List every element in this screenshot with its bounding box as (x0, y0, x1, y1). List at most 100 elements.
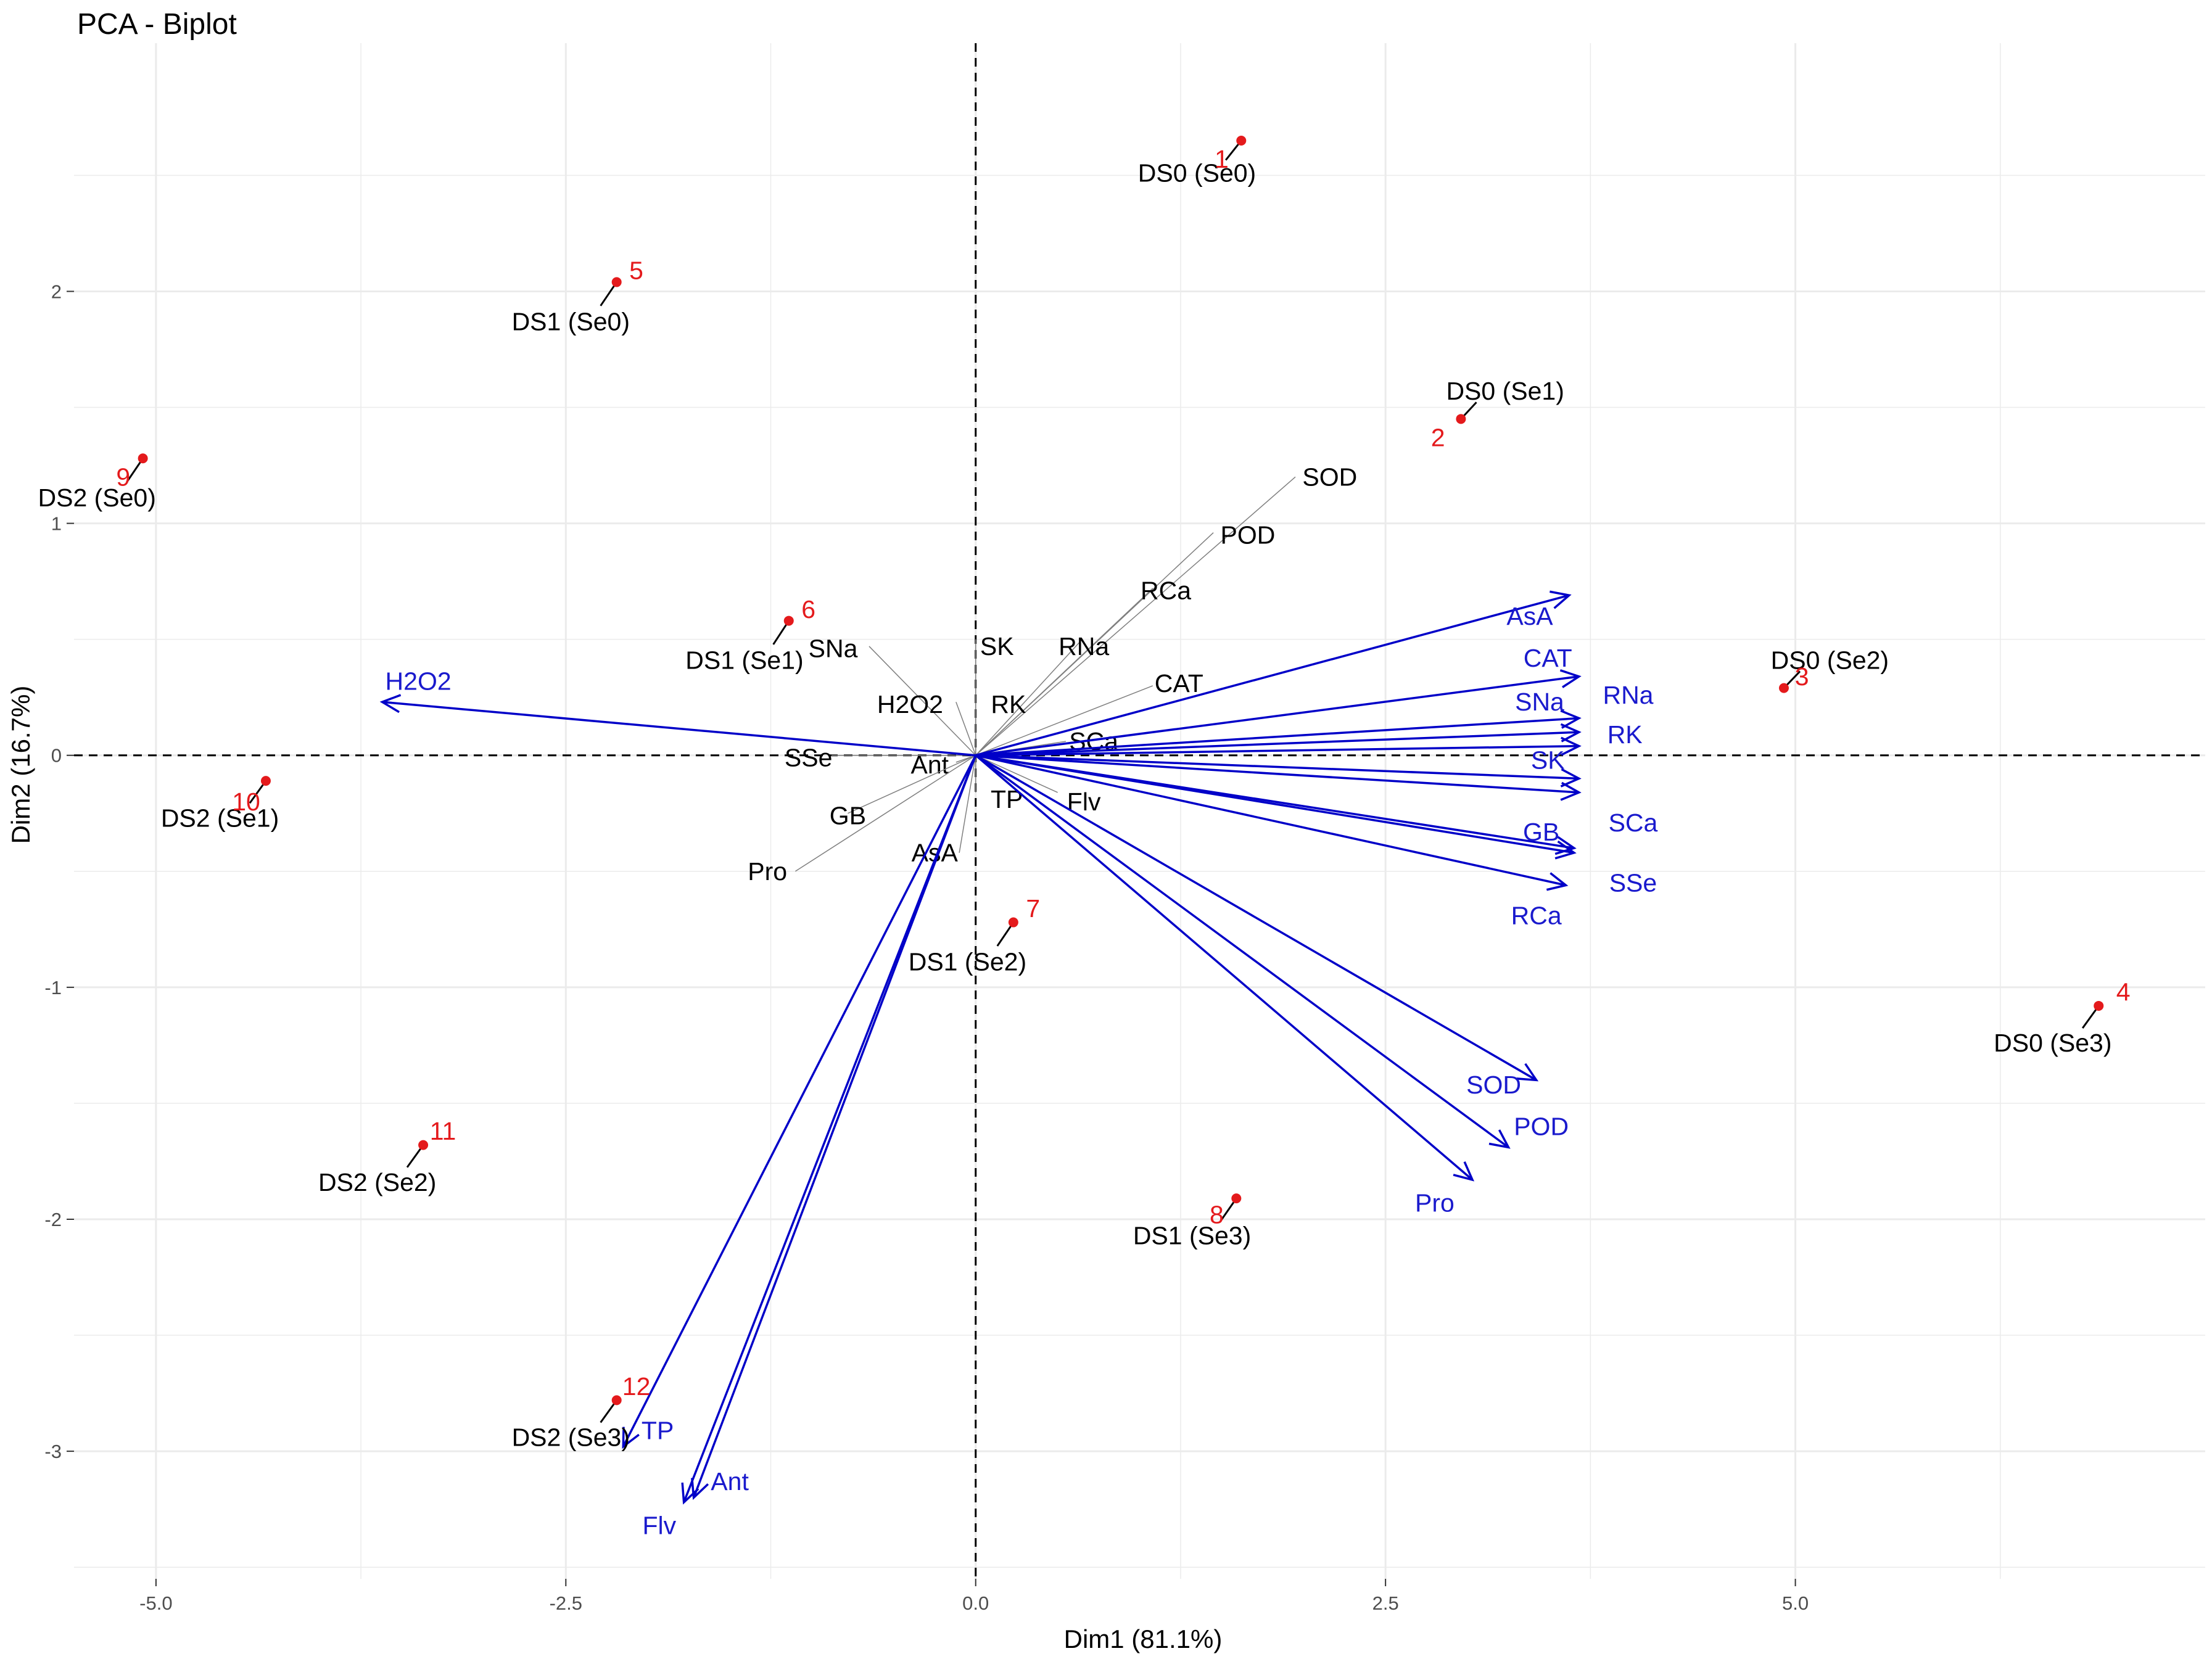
observation-id-2: 2 (1431, 423, 1445, 451)
variable-arrowhead-asa (1550, 590, 1572, 609)
variable-arrow-h2o2 (382, 701, 976, 757)
observation-point-10 (260, 776, 271, 786)
variable-arrowhead-gb (1554, 836, 1577, 855)
observation-label-8: DS1 (Se3) (1133, 1221, 1251, 1249)
variable-arrow-label-rna: RNa (1603, 681, 1653, 709)
variable-arrow-label-ant: Ant (711, 1467, 749, 1496)
observation-id-6: 6 (801, 595, 815, 624)
y-tick-label-3: 0 (51, 745, 62, 767)
variable-arrow-sod (975, 754, 1537, 1081)
observation-id-5: 5 (629, 257, 643, 285)
variable-arrow-label-sna: SNa (1515, 688, 1564, 716)
variable-segment-gb (848, 755, 976, 814)
y-tick-label-1: -2 (44, 1209, 62, 1230)
observation-label-3: DS0 (Se2) (1771, 646, 1889, 675)
variable-arrows: H2O2 AsA CAT SNa RNa RK SK SCa GB SSe RCa SOD POD Pro… (379, 590, 1658, 1539)
observation-point-7 (1008, 917, 1018, 928)
variable-segment-label-gb: GB (830, 802, 866, 830)
variable-arrow-label-sse: SSe (1609, 869, 1657, 897)
variable-arrowhead-h2o2 (379, 694, 402, 714)
observation-label-10: DS2 (Se1) (161, 804, 279, 832)
variable-arrowhead-ant (691, 1478, 709, 1501)
zero-reference-lines (74, 43, 2205, 1579)
variable-arrow-asa (975, 594, 1570, 757)
variable-segment-label-rca: RCa (1141, 577, 1191, 605)
variable-arrow-label-cat: CAT (1524, 644, 1572, 672)
grid-lines (74, 43, 2205, 1579)
variable-arrow-label-sod: SOD (1466, 1071, 1521, 1099)
variable-arrow-flv (683, 755, 977, 1503)
observation-point-6 (783, 615, 794, 626)
y-tick-label-5: 2 (51, 281, 62, 302)
variable-segment-label-rk: RK (991, 690, 1026, 718)
variable-arrow-label-rca: RCa (1511, 901, 1562, 929)
variable-arrow-sca (975, 754, 1579, 794)
observation-point-3 (1778, 683, 1789, 693)
variable-arrowhead-pod (1488, 1129, 1511, 1149)
variable-segment-cat (975, 685, 1153, 756)
variable-arrowhead-sod (1516, 1063, 1539, 1082)
variable-arrowhead-sse (1554, 840, 1577, 860)
observation-point-2 (1456, 414, 1466, 424)
observation-point-1 (1236, 135, 1247, 146)
variable-segment-label-rna: RNa (1059, 632, 1109, 661)
variable-arrow-label-flv: Flv (642, 1511, 676, 1539)
variable-segment-label-sse: SSe (785, 743, 833, 772)
observation-id-12: 12 (622, 1372, 651, 1401)
observation-label-12: DS2 (Se3) (512, 1423, 630, 1452)
variable-segment-sna (869, 646, 976, 756)
variable-arrow-rca (975, 754, 1566, 887)
x-tick-label-2: 0.0 (962, 1592, 989, 1614)
x-tick-label-3: 2.5 (1372, 1592, 1399, 1614)
variable-arrow-cat (975, 675, 1579, 757)
variable-segment-label-pro: Pro (748, 857, 787, 886)
variable-arrow-label-h2o2: H2O2 (386, 667, 452, 695)
variable-arrow-rna (975, 731, 1579, 757)
variable-segment-rna (975, 639, 1083, 756)
observation-id-10: 10 (232, 788, 260, 816)
variable-arrow-pro (975, 754, 1474, 1181)
variable-arrow-label-pro: Pro (1415, 1189, 1455, 1217)
observation-id-3: 3 (1795, 662, 1809, 691)
x-tick-label-1: -2.5 (550, 1592, 582, 1614)
variable-segment-sod (975, 476, 1296, 756)
y-axis-title: Dim2 (16.7%) (6, 686, 35, 844)
variable-segment-label-sna: SNa (809, 635, 858, 663)
variable-arrowhead-rca (1546, 872, 1569, 891)
variable-arrow-pod (975, 754, 1509, 1148)
variable-segment-h2o2 (955, 701, 976, 755)
variable-segment-label-h2o2: H2O2 (877, 690, 943, 718)
variable-arrow-label-gb: GB (1523, 818, 1559, 846)
variable-segment-label-sk: SK (980, 632, 1014, 661)
variable-segment-label-pod: POD (1220, 521, 1275, 549)
observation-point-8 (1231, 1193, 1242, 1204)
x-axis-title: Dim1 (81.1%) (1064, 1624, 1223, 1653)
variable-arrow-tp (622, 754, 977, 1447)
variable-segment-label-ant: Ant (911, 751, 949, 779)
x-tick-label-4: 5.0 (1782, 1592, 1809, 1614)
x-tick-label-0: -5.0 (139, 1592, 172, 1614)
variable-arrowhead-sk (1560, 768, 1582, 788)
variable-arrow-sk (975, 754, 1579, 780)
observation-id-9: 9 (116, 463, 130, 491)
variable-segment-asa (959, 755, 976, 853)
chart-title: PCA - Biplot (77, 8, 237, 41)
variable-arrowhead-pro (1453, 1161, 1475, 1182)
variable-arrowhead-rna (1560, 723, 1582, 743)
variable-arrowhead-sca (1560, 781, 1582, 801)
variable-arrow-ant (692, 755, 977, 1498)
observation-id-11: 11 (430, 1117, 456, 1145)
variable-arrow-label-pod: POD (1514, 1113, 1569, 1141)
observation-id-1: 1 (1215, 145, 1229, 173)
observation-id-8: 8 (1210, 1200, 1224, 1229)
variable-arrow-rk (975, 744, 1579, 757)
variable-arrow-sna (975, 717, 1579, 757)
variable-arrowhead-flv (681, 1482, 700, 1505)
observation-label-1: DS0 (Se0) (1138, 159, 1256, 187)
variable-arrowhead-rk (1560, 736, 1582, 756)
observation-label-2: DS0 (Se1) (1446, 377, 1564, 405)
